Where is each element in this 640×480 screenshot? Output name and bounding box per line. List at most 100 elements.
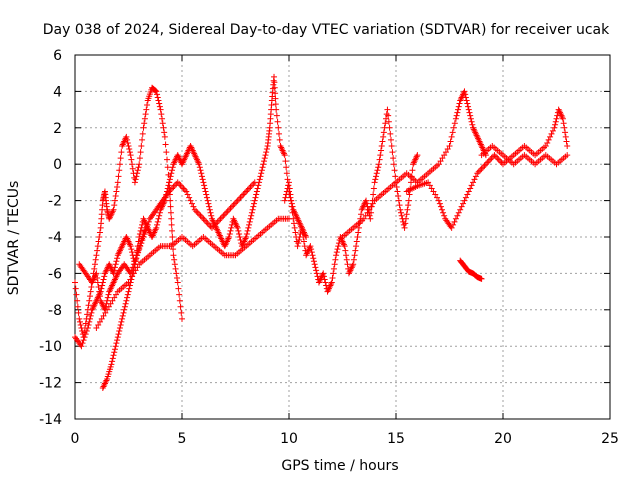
data-point — [91, 261, 98, 268]
data-point — [198, 173, 205, 180]
data-point — [207, 209, 214, 216]
data-point — [261, 155, 268, 162]
data-point — [186, 194, 193, 201]
data-point — [236, 230, 243, 237]
data-point — [478, 165, 485, 172]
data-point — [117, 321, 124, 328]
data-point — [152, 87, 159, 94]
data-point — [497, 158, 504, 165]
data-point — [308, 246, 315, 253]
data-point — [253, 191, 260, 198]
data-point — [143, 106, 150, 113]
data-point — [197, 167, 204, 174]
data-point — [321, 276, 328, 283]
data-point — [114, 179, 121, 186]
data-point — [282, 158, 289, 165]
data-point — [109, 355, 116, 362]
data-point — [233, 199, 240, 206]
data-point — [111, 346, 118, 353]
data-point — [288, 203, 295, 210]
x-tick-label: 20 — [494, 431, 512, 447]
data-point — [134, 170, 141, 177]
data-point — [253, 188, 260, 195]
data-point — [368, 203, 375, 210]
data-point — [155, 215, 162, 222]
data-point — [161, 129, 168, 136]
data-point — [307, 243, 314, 250]
data-point — [328, 279, 335, 286]
x-tick-label: 5 — [178, 431, 187, 447]
data-point — [221, 211, 228, 218]
data-point — [388, 136, 395, 143]
data-point — [564, 143, 571, 149]
data-point — [122, 300, 129, 307]
data-point — [425, 179, 432, 186]
data-point — [205, 200, 212, 207]
data-point — [194, 209, 201, 216]
data-point — [272, 95, 279, 102]
data-point — [108, 361, 115, 368]
data-point — [353, 238, 360, 245]
data-point — [395, 197, 402, 204]
data-point — [176, 180, 183, 187]
data-point — [237, 194, 244, 201]
data-point — [380, 133, 387, 140]
data-point — [436, 200, 443, 207]
data-point — [153, 224, 160, 231]
data-point — [116, 161, 123, 168]
data-point — [255, 182, 262, 189]
data-point — [156, 103, 163, 110]
data-point — [286, 185, 293, 192]
data-point — [363, 197, 370, 204]
data-point — [217, 215, 224, 222]
data-point — [145, 218, 152, 225]
data-point — [134, 167, 141, 174]
x-tick-label: 15 — [387, 431, 405, 447]
data-point — [78, 343, 85, 350]
data-point — [93, 252, 100, 259]
data-point — [174, 179, 181, 186]
data-point — [367, 215, 374, 222]
data-point — [171, 182, 178, 189]
data-point — [320, 273, 327, 280]
data-point — [124, 136, 131, 143]
data-point — [114, 183, 121, 190]
data-point — [452, 115, 459, 122]
data-point — [167, 197, 174, 204]
data-point — [276, 130, 283, 137]
data-point — [393, 183, 400, 190]
data-point — [184, 191, 191, 198]
data-point — [308, 249, 315, 256]
series-sat-b — [72, 73, 310, 350]
data-point — [115, 331, 122, 338]
data-point — [435, 161, 442, 168]
data-point — [452, 215, 459, 222]
data-point — [243, 230, 250, 237]
data-point — [164, 156, 171, 163]
data-point — [224, 208, 231, 215]
data-point — [272, 90, 279, 97]
data-point — [230, 202, 237, 209]
x-tick-label: 0 — [71, 431, 80, 447]
data-point — [113, 258, 120, 265]
data-point — [119, 312, 126, 319]
data-point — [439, 206, 446, 213]
data-point — [243, 188, 250, 195]
data-point — [74, 297, 81, 304]
data-point — [366, 206, 373, 213]
data-point — [562, 133, 569, 140]
data-point — [96, 234, 103, 240]
x-axis-label: GPS time / hours — [281, 458, 398, 474]
data-point — [127, 152, 134, 159]
data-point — [342, 247, 349, 254]
data-point — [123, 297, 130, 304]
data-point — [172, 265, 179, 272]
data-point — [191, 206, 198, 213]
data-point — [116, 328, 123, 335]
data-point — [206, 206, 213, 213]
data-point — [463, 97, 470, 104]
data-point — [178, 309, 185, 316]
data-points — [72, 73, 571, 392]
data-point — [258, 170, 265, 177]
